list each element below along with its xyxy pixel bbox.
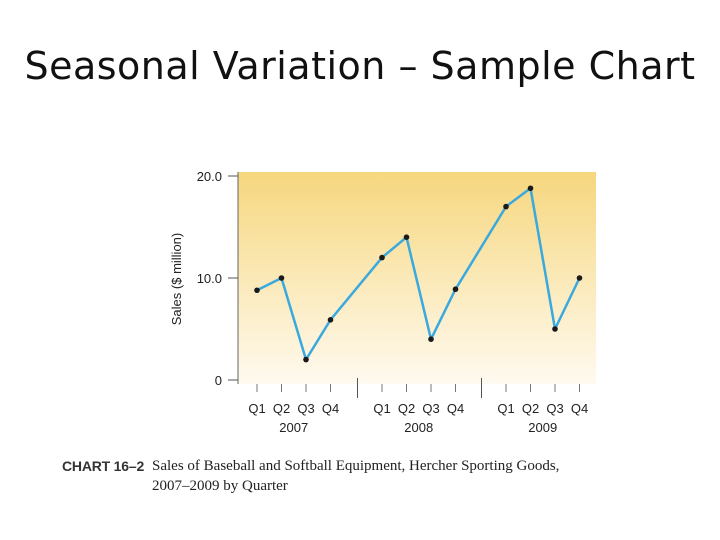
year-label: 2009 <box>528 420 557 435</box>
data-point <box>278 275 285 281</box>
quarter-label: Q2 <box>522 401 539 416</box>
data-point <box>527 185 534 192</box>
caption-line-1: Sales of Baseball and Softball Equipment… <box>152 458 560 474</box>
y-tick-label: 20.0 <box>197 169 222 184</box>
year-label: 2007 <box>279 420 308 435</box>
data-point <box>552 326 558 332</box>
caption-text: Sales of Baseball and Softball Equipment… <box>152 456 652 496</box>
data-point <box>254 287 260 294</box>
data-point <box>576 275 583 281</box>
quarter-label: Q1 <box>373 401 390 416</box>
quarter-label: Q4 <box>322 401 339 416</box>
quarter-label: Q4 <box>571 401 588 416</box>
quarter-label: Q4 <box>447 401 464 416</box>
caption-line-2: 2007–2009 by Quarter <box>152 478 288 494</box>
quarter-label: Q1 <box>248 401 265 416</box>
y-tick-label: 10.0 <box>197 271 222 286</box>
data-point <box>379 254 385 261</box>
caption-label: CHART 16–2 <box>62 458 145 474</box>
series-line <box>256 186 581 361</box>
y-tick-label: 0 <box>215 373 222 388</box>
quarter-label: Q1 <box>497 401 514 416</box>
quarter-label: Q2 <box>273 401 290 416</box>
quarter-label: Q3 <box>546 401 563 416</box>
data-point <box>503 203 509 210</box>
data-point <box>327 317 334 323</box>
quarter-label: Q3 <box>422 401 439 416</box>
data-point <box>403 234 410 240</box>
data-point <box>452 286 459 293</box>
quarter-label: Q3 <box>297 401 314 416</box>
y-axis-label: Sales ($ million) <box>169 233 184 325</box>
quarter-label: Q2 <box>398 401 415 416</box>
slide-title: Seasonal Variation – Sample Chart <box>24 44 696 88</box>
year-label: 2008 <box>404 420 433 435</box>
data-point <box>428 336 434 343</box>
data-point <box>303 356 309 363</box>
